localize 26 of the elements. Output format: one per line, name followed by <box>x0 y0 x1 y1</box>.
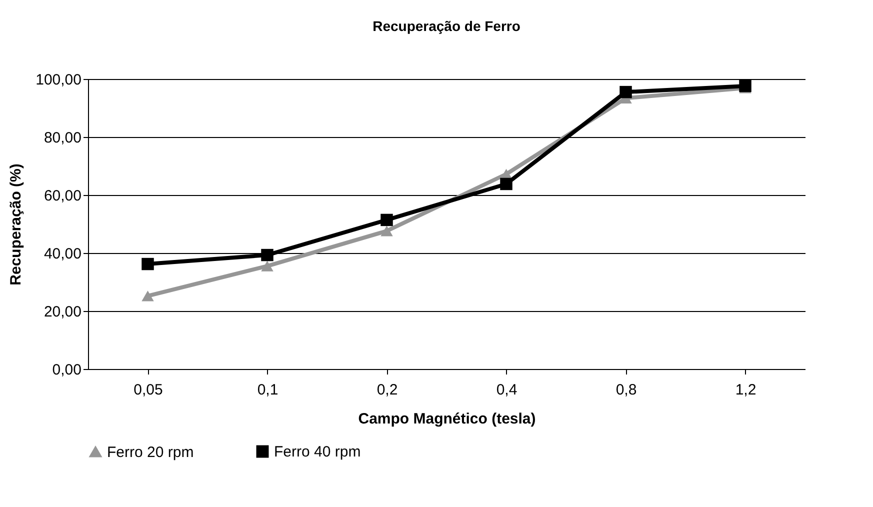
legend-label: Ferro 20 rpm <box>107 444 194 461</box>
y-tick-label: 40,00 <box>44 246 82 262</box>
x-tick-label: 0,8 <box>616 382 637 398</box>
x-tick-label: 1,2 <box>735 382 756 398</box>
legend-label: Ferro 40 rpm <box>274 444 361 461</box>
point <box>739 80 752 92</box>
x-tick-label: 0,4 <box>496 382 518 398</box>
y-tick-label: 20,00 <box>44 304 82 320</box>
point <box>380 226 393 236</box>
point <box>261 248 274 262</box>
point <box>620 86 632 98</box>
y-axis-title: Recuperação (%) <box>8 164 25 286</box>
y-tick-label: 80,00 <box>44 130 82 146</box>
point <box>500 178 512 190</box>
point <box>142 258 154 270</box>
chart-title: Recuperação de Ferro <box>372 18 520 34</box>
x-axis-title: Campo Magnético (tesla) <box>358 410 536 428</box>
y-tick-label: 100,00 <box>36 72 82 88</box>
point <box>261 260 274 272</box>
y-tick-label: 60,00 <box>44 188 82 204</box>
x-tick-label: 0,2 <box>376 382 398 398</box>
point <box>142 290 154 302</box>
x-tick-label: 0,1 <box>257 382 278 398</box>
point <box>380 214 393 226</box>
x-tick-label: 0,05 <box>134 382 163 398</box>
y-tick-label: 0,00 <box>52 362 82 378</box>
